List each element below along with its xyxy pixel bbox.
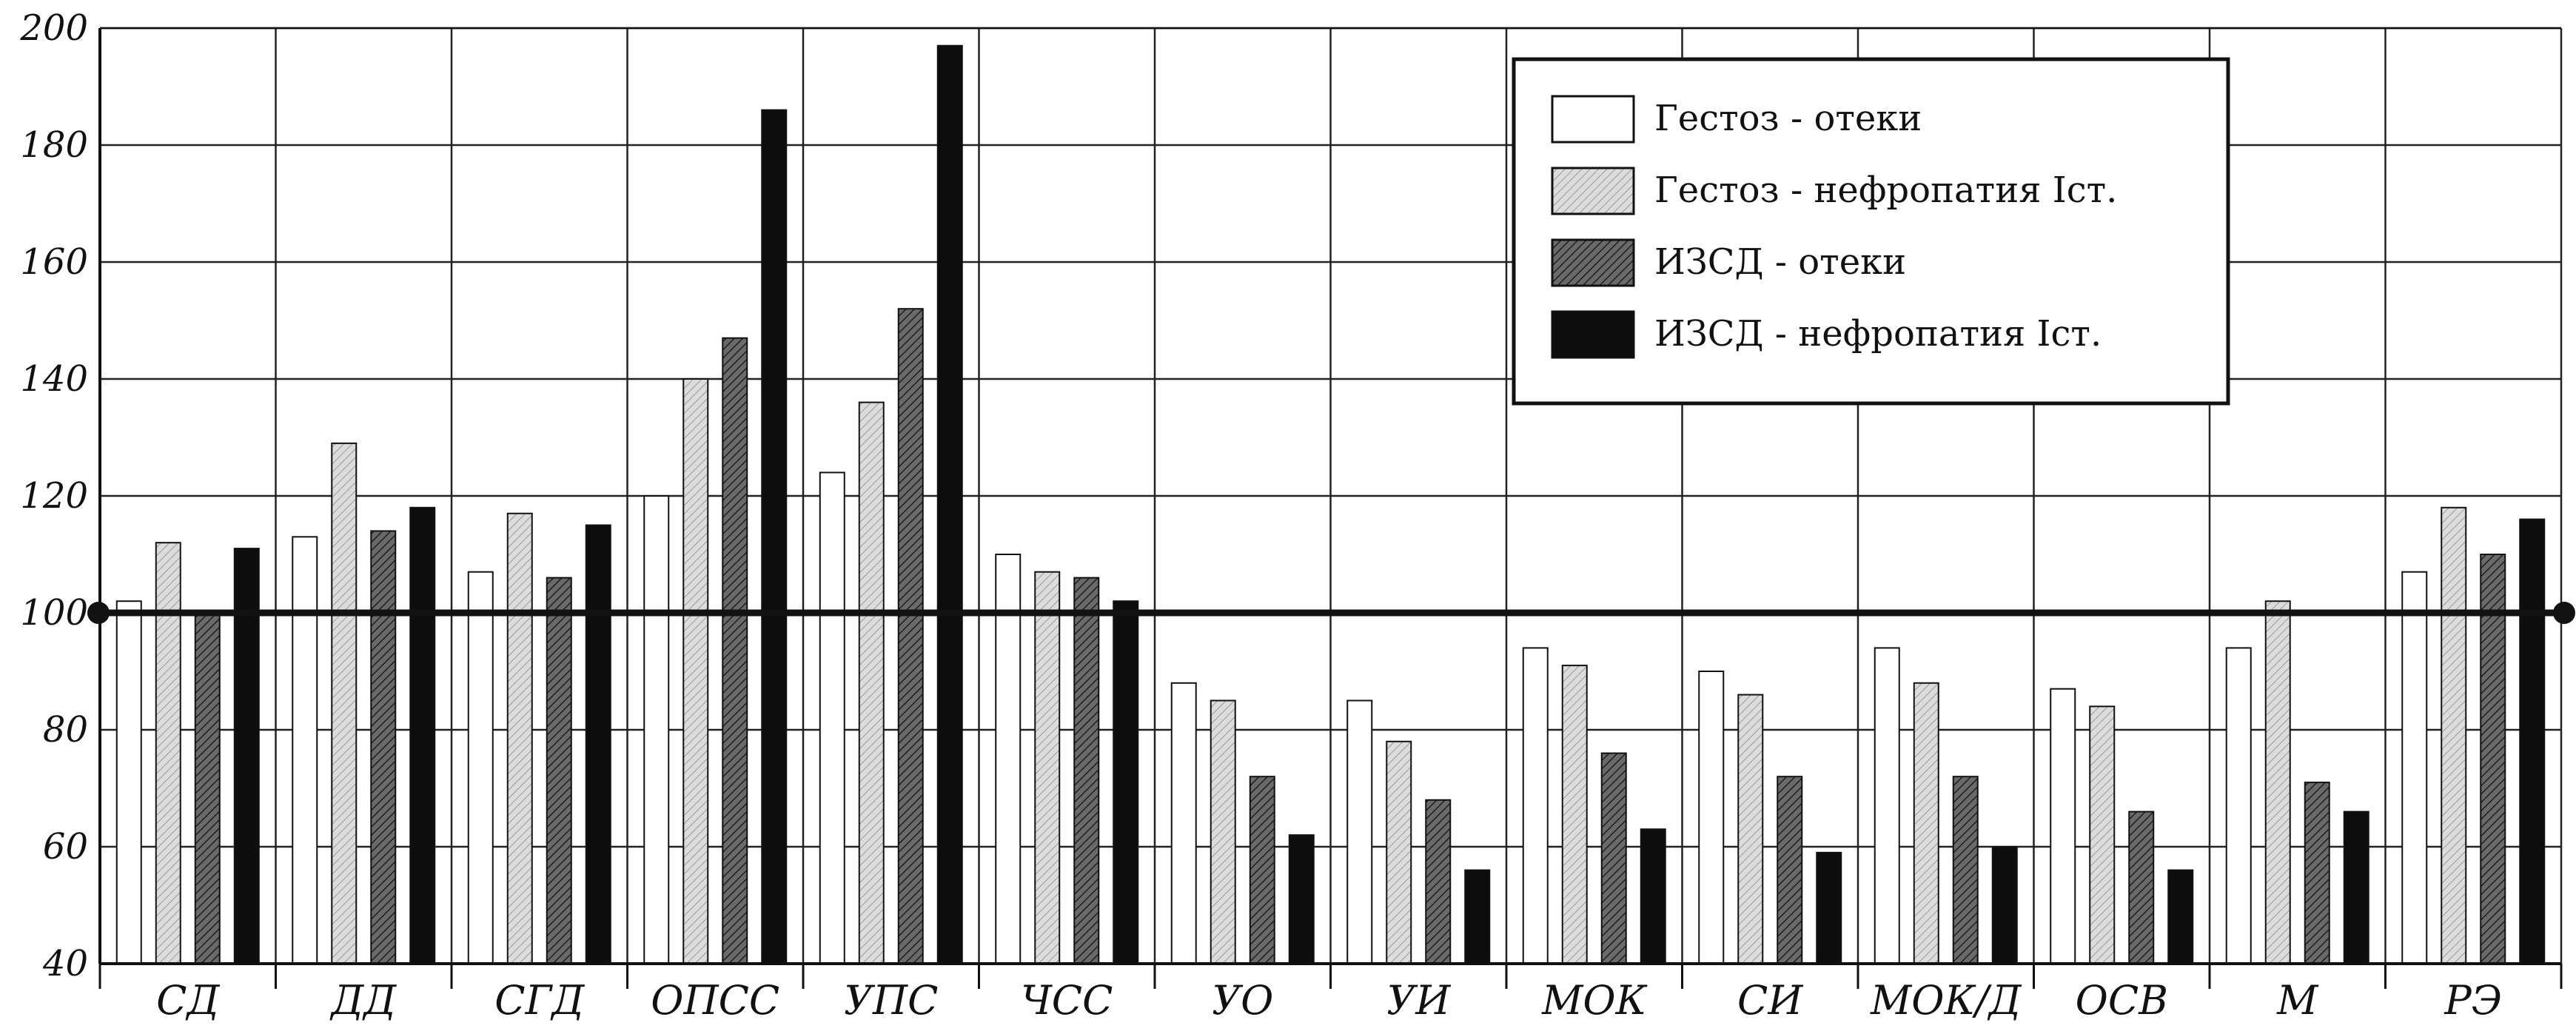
- bar: [897, 308, 924, 964]
- bar: [409, 506, 436, 964]
- bar: [1346, 699, 1373, 964]
- legend-label: Гестоз - отеки: [1654, 98, 1922, 139]
- bar: [1600, 752, 1627, 964]
- bar: [546, 577, 572, 964]
- y-tick-label: 80: [43, 709, 88, 751]
- bar: [1991, 846, 2018, 964]
- bar: [331, 442, 358, 964]
- bar: [1034, 571, 1061, 964]
- bar: [682, 378, 709, 964]
- bar: [115, 600, 142, 964]
- bar: [1464, 869, 1491, 964]
- bar: [2167, 869, 2194, 964]
- bars: [115, 44, 2546, 965]
- bar: [1210, 699, 1236, 964]
- x-tick-label: УПС: [844, 977, 938, 1024]
- bar: [2304, 782, 2330, 964]
- bar: [858, 401, 885, 964]
- x-tick-label: ОСВ: [2076, 977, 2168, 1024]
- x-tick-label: МОК/Д: [1870, 977, 2022, 1024]
- legend-swatch: [1551, 167, 1635, 215]
- y-tick-label: 200: [19, 7, 88, 49]
- bar: [506, 512, 533, 964]
- bar: [1288, 834, 1315, 964]
- legend: Гестоз - отеки Гестоз - нефропатия Iст. ИЗ…: [1512, 57, 2230, 406]
- x-tick-label: УО: [1212, 977, 1273, 1024]
- bar: [722, 337, 748, 964]
- grid: [98, 27, 2563, 965]
- bar: [1698, 671, 1725, 964]
- bar: [194, 612, 221, 964]
- legend-label: Гестоз - нефропатия Iст.: [1654, 169, 2117, 211]
- y-tick-label: 60: [43, 826, 88, 867]
- bar: [2519, 518, 2546, 964]
- bar: [2225, 647, 2252, 965]
- y-tick-label: 40: [42, 943, 88, 984]
- bar: [1640, 828, 1666, 965]
- bar: [936, 44, 963, 965]
- x-tick-label: СГД: [494, 977, 585, 1024]
- bar: [292, 536, 318, 964]
- bar: [2050, 688, 2076, 964]
- bar: [1561, 665, 1588, 964]
- bar: [370, 530, 397, 964]
- axes: 40 60 80 100 120 140 160 180 200 СД ДД СГД ОПСС УПС ЧС…: [19, 7, 2563, 1024]
- bar: [1913, 682, 1939, 964]
- y-tick-label: 160: [20, 241, 88, 283]
- legend-swatch: [1551, 95, 1635, 144]
- x-tick-label: ОПСС: [651, 977, 779, 1024]
- bar: [2480, 554, 2506, 964]
- bar: [643, 495, 670, 964]
- bar: [585, 524, 611, 964]
- bar: [2089, 705, 2116, 965]
- x-tick-label: РЭ: [2443, 977, 2502, 1024]
- legend-label: ИЗСД - отеки: [1654, 241, 1906, 283]
- bar: [2441, 506, 2467, 964]
- legend-swatch: [1551, 238, 1635, 287]
- reference-line-end-marker: [2553, 602, 2575, 624]
- bar: [467, 571, 494, 964]
- bar: [761, 109, 788, 965]
- reference-line-start-marker: [87, 602, 110, 624]
- bar: [819, 471, 845, 964]
- bar: [1425, 799, 1452, 965]
- bar: [1386, 740, 1412, 964]
- y-tick-label: 180: [20, 124, 88, 166]
- bar: [2128, 810, 2155, 964]
- legend-swatch: [1551, 310, 1635, 359]
- bar: [995, 554, 1022, 964]
- bar: [1874, 647, 1900, 965]
- bar: [155, 542, 181, 964]
- bar: [1113, 600, 1139, 964]
- x-tick-label: ЧСС: [1021, 977, 1113, 1024]
- x-tick-label: СД: [156, 977, 220, 1024]
- bar: [1522, 647, 1549, 965]
- bar: [233, 548, 260, 964]
- y-tick-label: 120: [20, 475, 88, 517]
- bar: [1952, 776, 1979, 964]
- legend-label: ИЗСД - нефропатия Iст.: [1654, 313, 2102, 355]
- bar: [1737, 694, 1764, 964]
- bar: [1816, 851, 1842, 965]
- reference-line-group: [87, 602, 2575, 624]
- bar: [1777, 776, 1803, 964]
- bar: [2264, 600, 2291, 964]
- y-tick-label: 100: [20, 592, 88, 634]
- bar: [2401, 571, 2428, 964]
- x-tick-label: ДД: [329, 977, 397, 1024]
- y-tick-label: 140: [20, 358, 88, 400]
- bar: [1073, 577, 1100, 964]
- x-tick-label: М: [2276, 977, 2319, 1024]
- bar: [2343, 810, 2369, 964]
- x-tick-label: МОК: [1541, 977, 1648, 1024]
- x-tick-label: СИ: [1737, 977, 1803, 1024]
- bar: [1170, 682, 1197, 964]
- x-tick-label: УИ: [1386, 977, 1451, 1024]
- bar: [1249, 776, 1275, 964]
